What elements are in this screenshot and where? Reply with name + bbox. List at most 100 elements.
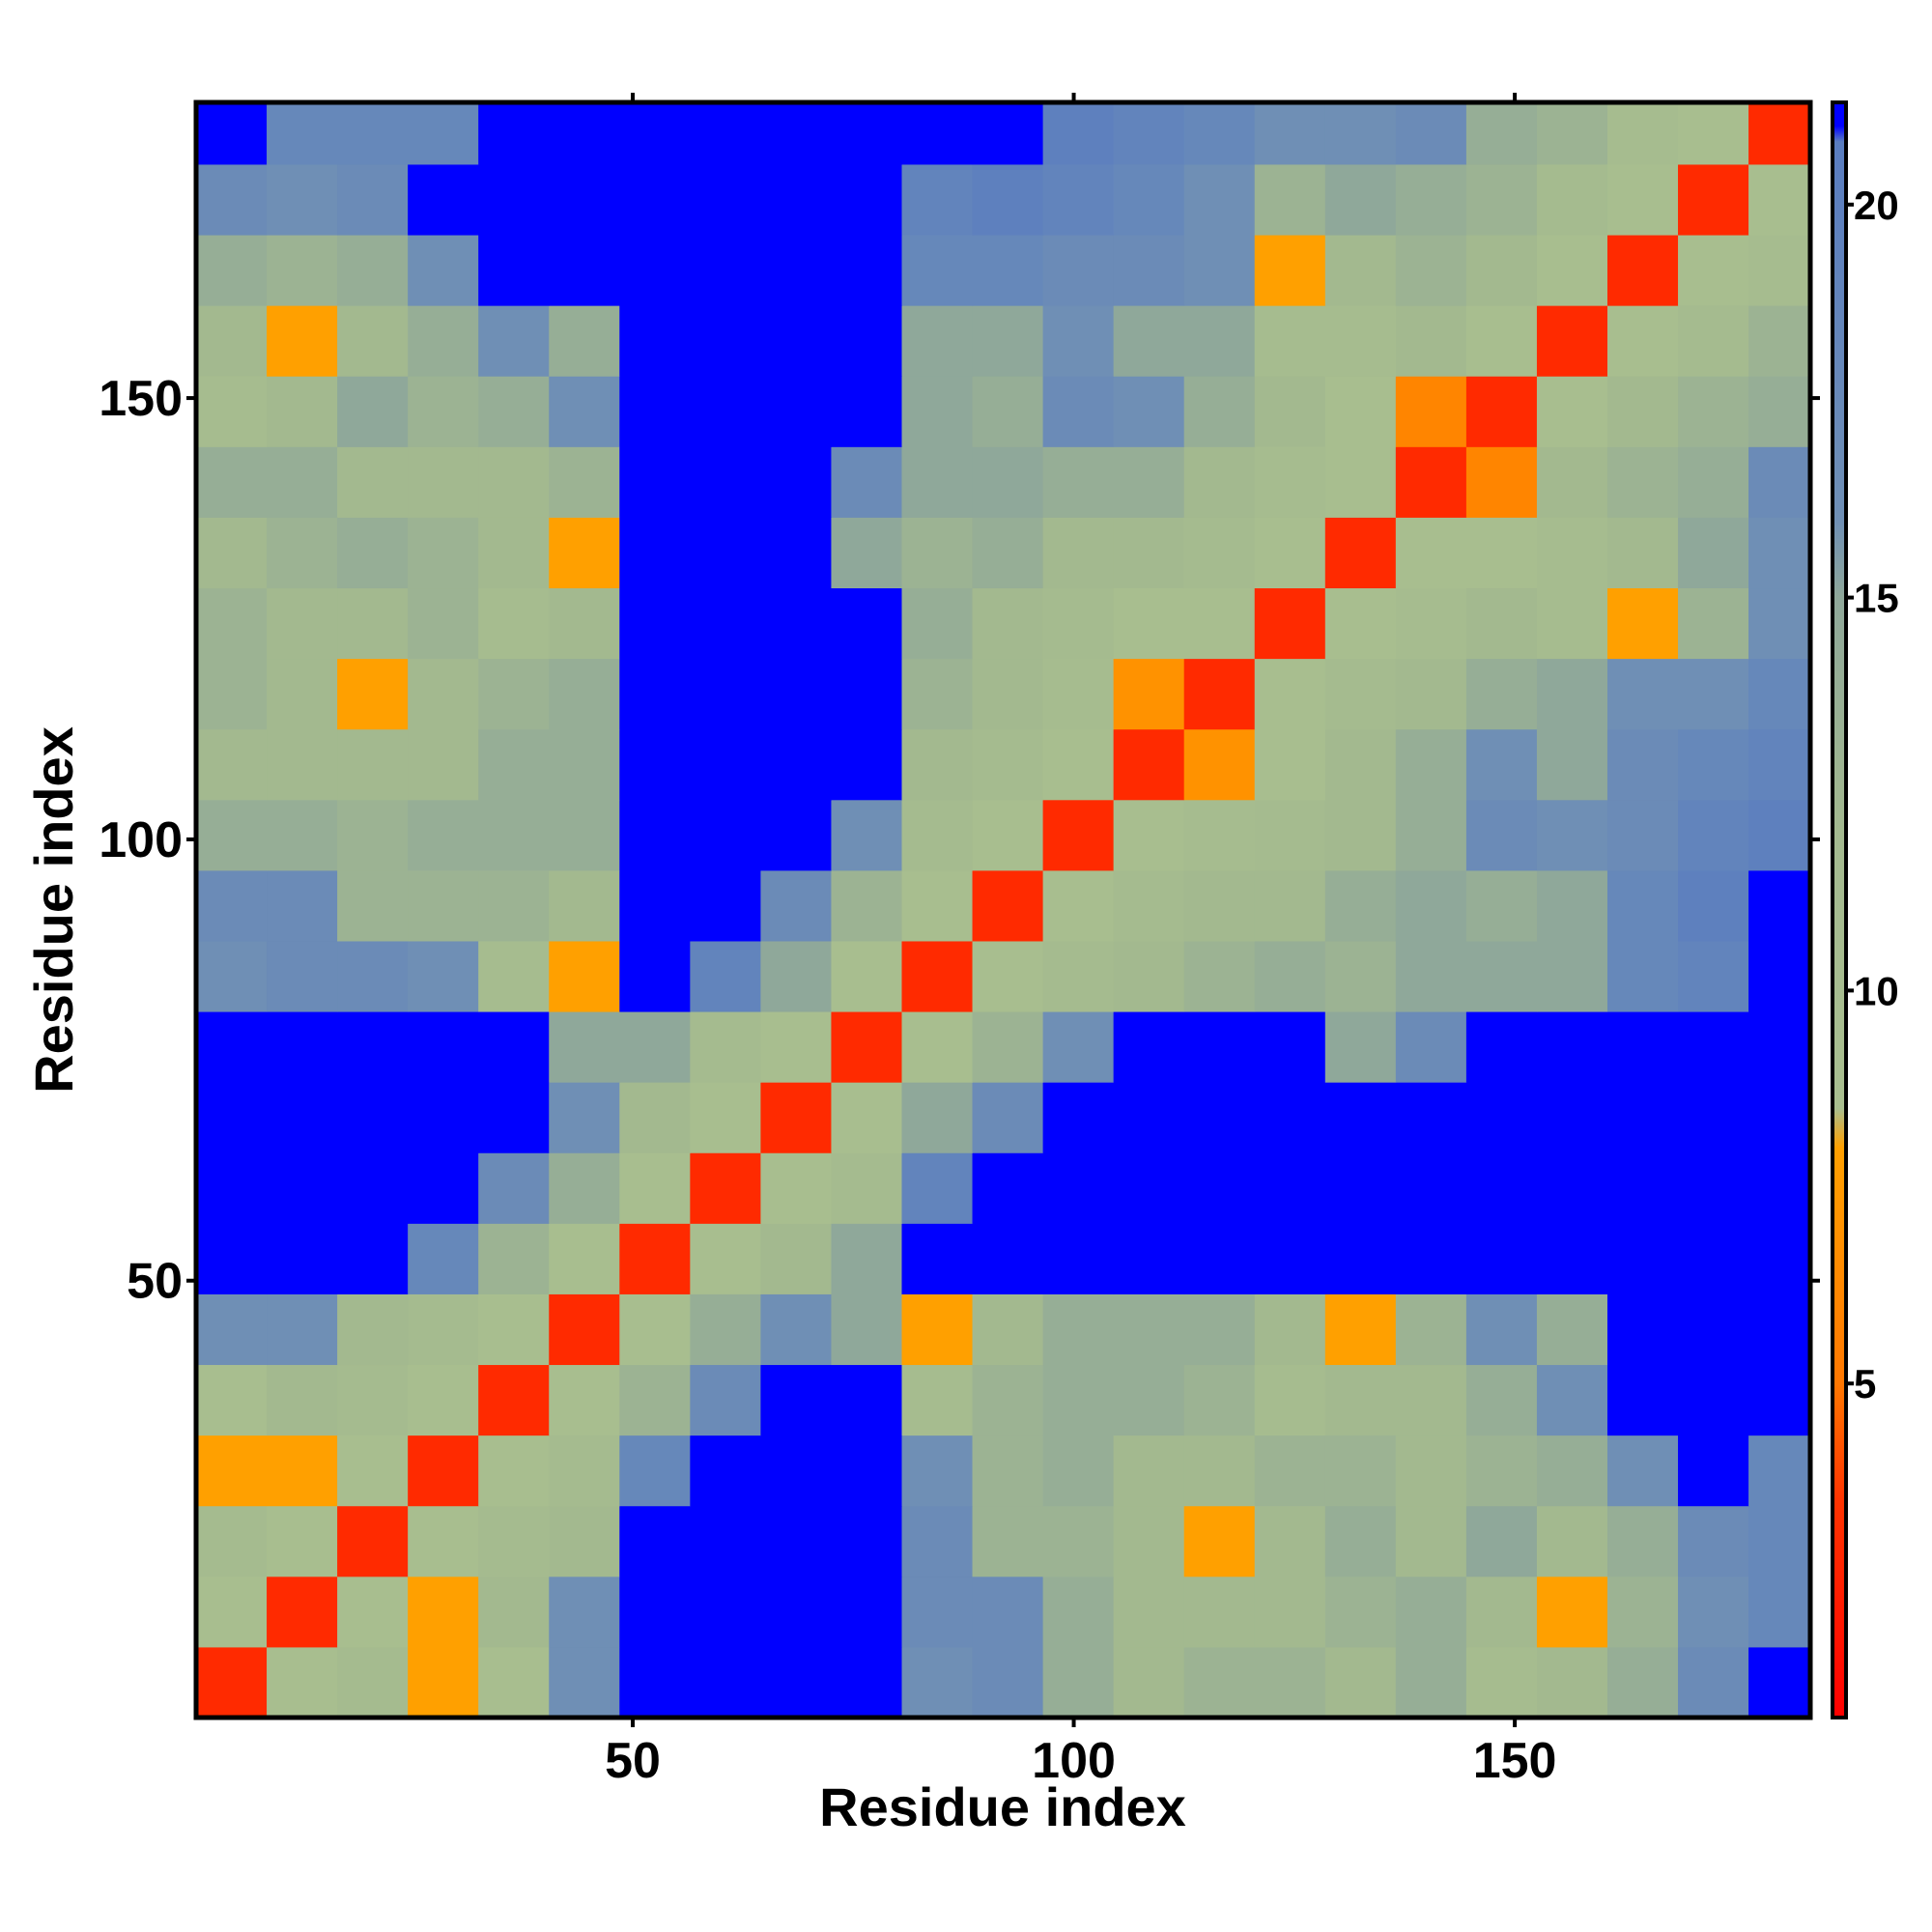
heatmap-cell (831, 587, 902, 660)
heatmap-cell (1183, 1152, 1256, 1224)
heatmap-cell (1183, 1646, 1256, 1719)
heatmap-cell (196, 102, 268, 165)
heatmap-cell (831, 102, 902, 165)
heatmap-cell (1113, 1293, 1185, 1366)
x-axis-title: Residue index (819, 1776, 1186, 1837)
heatmap-cell (478, 658, 550, 730)
heatmap-cell (337, 1011, 409, 1083)
heatmap-cell (549, 1011, 620, 1083)
heatmap-cell (1042, 1646, 1115, 1719)
heatmap-cell (901, 1364, 974, 1436)
heatmap-cell (1395, 235, 1467, 306)
heatmap-cell (1042, 517, 1115, 589)
heatmap-cell (1748, 163, 1811, 236)
heatmap-cell (196, 658, 268, 730)
heatmap-cell (1748, 102, 1811, 165)
heatmap-cell (549, 305, 620, 377)
y-axis-title: Residue index (23, 726, 84, 1094)
heatmap-cell (1606, 517, 1679, 589)
heatmap-cell (337, 1223, 409, 1294)
heatmap-cell (267, 376, 338, 447)
heatmap-cell (1254, 1435, 1326, 1507)
heatmap-cell (1536, 1223, 1608, 1294)
heatmap-cell (972, 1576, 1044, 1648)
heatmap-cell (690, 1152, 761, 1224)
heatmap-cell (267, 1293, 338, 1366)
heatmap-cell (1748, 1152, 1811, 1224)
heatmap-cell (972, 869, 1044, 942)
heatmap-cell (1113, 1435, 1185, 1507)
heatmap-cell (337, 517, 409, 589)
heatmap-cell (1678, 1011, 1749, 1083)
heatmap-cell (1042, 446, 1115, 518)
heatmap-cell (760, 376, 832, 447)
heatmap-cell (1395, 517, 1467, 589)
heatmap-cell (408, 517, 479, 589)
heatmap-cell (1678, 728, 1749, 801)
heatmap-cell (196, 1505, 268, 1577)
x-tick-label: 100 (1032, 1733, 1116, 1789)
heatmap-cell (1606, 376, 1679, 447)
heatmap-cell (408, 1364, 479, 1436)
heatmap-cell (901, 1646, 974, 1719)
heatmap-cell (1536, 1435, 1608, 1507)
heatmap-cell (619, 1223, 691, 1294)
heatmap-cell (831, 728, 902, 801)
heatmap-cell (972, 1505, 1044, 1577)
heatmap-cell (690, 1223, 761, 1294)
heatmap-cell (196, 517, 268, 589)
heatmap-cell (760, 1646, 832, 1719)
heatmap-cell (831, 1223, 902, 1294)
heatmap-cell (901, 446, 974, 518)
heatmap-cell (1113, 517, 1185, 589)
heatmap-cell (478, 305, 550, 377)
heatmap-cell (1113, 1576, 1185, 1648)
heatmap-cell (1606, 1223, 1679, 1294)
heatmap-cell (267, 305, 338, 377)
heatmap-cell (1183, 1364, 1256, 1436)
heatmap-cell (619, 1435, 691, 1507)
heatmap-cell (337, 446, 409, 518)
heatmap-cell (1254, 1364, 1326, 1436)
heatmap-cell (1183, 1505, 1256, 1577)
heatmap-cell (196, 305, 268, 377)
heatmap-cell (478, 799, 550, 871)
heatmap-cell (408, 1576, 479, 1648)
heatmap-cell (760, 102, 832, 165)
heatmap-cell (1606, 940, 1679, 1012)
heatmap-cell (1536, 1576, 1608, 1648)
heatmap-cell (619, 728, 691, 801)
colorbar-tick-label: 5 (1854, 1361, 1876, 1406)
heatmap-cell (1748, 799, 1811, 871)
heatmap-cell (1324, 1364, 1397, 1436)
heatmap-cell (1113, 1364, 1185, 1436)
heatmap-cell (1465, 1435, 1538, 1507)
heatmap-cell (267, 1223, 338, 1294)
heatmap-cell (1606, 1435, 1679, 1507)
heatmap-cell (619, 305, 691, 377)
heatmap-cell (337, 1082, 409, 1153)
heatmap-cell (1254, 869, 1326, 942)
heatmap-cell (1113, 1152, 1185, 1224)
heatmap-cell (690, 1364, 761, 1436)
heatmap-cell (1113, 446, 1185, 518)
heatmap-cell (690, 1011, 761, 1083)
heatmap-cell (1183, 1293, 1256, 1366)
heatmap-cell (901, 1293, 974, 1366)
heatmap-cell (760, 1011, 832, 1083)
heatmap-cell (1113, 658, 1185, 730)
heatmap-cell (1748, 1505, 1811, 1577)
heatmap-cell (1324, 1082, 1397, 1153)
heatmap-cell (1254, 163, 1326, 236)
heatmap-cell (1606, 163, 1679, 236)
y-tick-label: 50 (127, 1254, 183, 1310)
heatmap-cell (1606, 1152, 1679, 1224)
heatmap-cell (1465, 235, 1538, 306)
heatmap-cell (549, 235, 620, 306)
heatmap-cell (690, 1576, 761, 1648)
heatmap-cell (1465, 1646, 1538, 1719)
heatmap-cell (690, 1435, 761, 1507)
heatmap-cell (1324, 517, 1397, 589)
heatmap-cell (1183, 587, 1256, 660)
heatmap-cell (478, 940, 550, 1012)
